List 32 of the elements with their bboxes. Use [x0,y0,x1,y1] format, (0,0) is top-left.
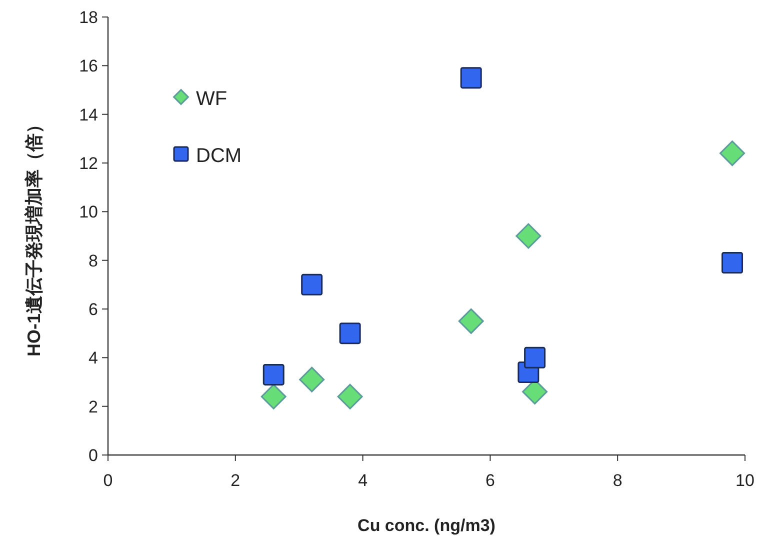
y-tick-label: 4 [88,348,98,368]
x-axis-title: Cu conc. (ng/m3) [358,516,496,535]
y-tick-label: 2 [88,397,98,416]
x-tick-label: 10 [736,471,754,490]
y-axis-title: HO-1遺伝子発現増加率（倍） [23,115,44,357]
x-tick-label: 0 [103,471,113,490]
point [262,364,284,386]
point [524,346,546,368]
point [260,384,286,410]
y-tick-label: 16 [79,56,98,76]
point [339,322,361,344]
x-tick-label: 6 [485,471,495,490]
point [516,223,542,249]
y-tick-label: 14 [79,105,98,124]
point [720,140,746,166]
y-tick-label: 8 [88,251,98,270]
y-tick-label: 6 [88,300,98,319]
y-tick-label: 12 [79,154,98,173]
legend-label: DCM [196,145,242,167]
x-tick-label: 4 [358,471,368,490]
legend-label: WF [196,88,228,110]
x-tick-label: 8 [612,471,622,490]
point [299,366,325,392]
point [722,252,744,274]
x-tick-label: 2 [230,471,240,490]
point [337,384,363,410]
point [460,67,482,89]
y-tick-label: 10 [79,202,98,222]
point [301,274,323,296]
y-tick-label: 18 [79,8,98,27]
point [458,308,484,334]
y-tick-label: 0 [88,446,98,465]
